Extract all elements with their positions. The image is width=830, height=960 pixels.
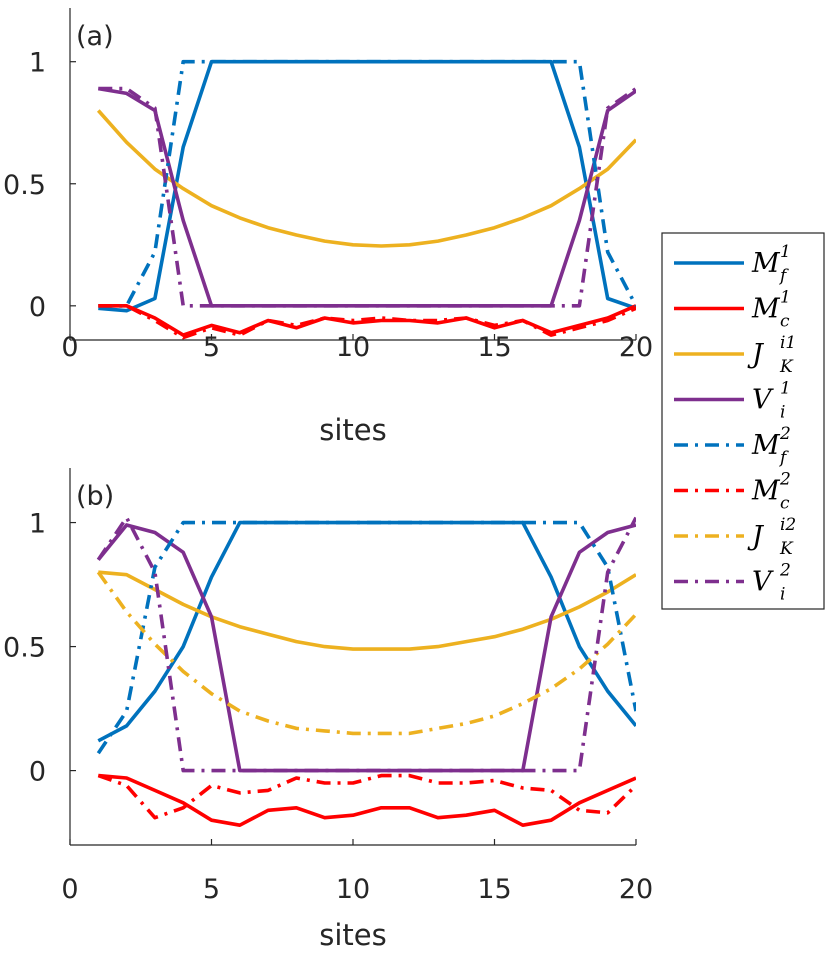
legend-entry: M 1 f <box>674 242 791 286</box>
legend-entry: V 2 i <box>674 561 791 605</box>
x-tick-label: 15 <box>477 874 511 905</box>
legend-entry: M 1 c <box>674 288 791 332</box>
legend-superscript: 2 <box>779 561 791 581</box>
x-tick-label: 20 <box>619 874 653 905</box>
series-v-i-2-dashdot <box>96 515 636 773</box>
x-axis-label: sites <box>319 413 387 447</box>
x-tick-label: 15 <box>477 332 511 363</box>
x-tick-label: 0 <box>61 332 78 363</box>
legend-entry: V 1 i <box>674 379 791 423</box>
legend-label: M <box>751 476 781 507</box>
series-m-f-1-solid <box>97 520 636 743</box>
panel-b: 0 5 10 15 20 0 0.5 1 sites (b) <box>3 468 653 952</box>
legend-subscript: K <box>779 357 794 377</box>
legend-subscript: c <box>780 494 790 514</box>
legend-superscript: i2 <box>780 515 796 535</box>
legend-box <box>661 232 825 610</box>
series-j-k-i2--dashdot <box>96 571 636 736</box>
legend-label: M <box>751 294 781 325</box>
legend-subscript: i <box>780 403 785 423</box>
legend-superscript: 2 <box>779 424 791 444</box>
legend-subscript: K <box>779 539 794 559</box>
x-tick-label: 0 <box>61 874 78 905</box>
panel-a: 0 5 10 15 20 0 0.5 1 sites (a) <box>3 8 653 447</box>
legend-subscript: f <box>778 448 789 468</box>
x-tick-label: 10 <box>336 332 370 363</box>
x-tick-label: 5 <box>203 332 220 363</box>
y-tick-label: 1 <box>29 48 46 79</box>
series-v-i-2-dashdot <box>98 86 636 308</box>
legend-entry: M 2 f <box>674 424 791 468</box>
y-tick-label: 0 <box>29 757 46 788</box>
series-j-k-i1--solid <box>98 570 636 651</box>
legend-superscript: i1 <box>780 333 796 353</box>
legend-label: M <box>751 430 781 461</box>
legend-subscript: f <box>778 266 789 286</box>
legend-entry: M 2 c <box>674 470 791 514</box>
legend-label: V <box>752 567 774 598</box>
legend-superscript: 1 <box>780 379 791 399</box>
legend-label: J <box>747 339 765 370</box>
legend-superscript: 1 <box>780 288 791 308</box>
x-tick-label: 20 <box>619 332 653 363</box>
x-tick-label: 5 <box>203 874 220 905</box>
y-tick-label: 0.5 <box>3 170 46 201</box>
legend-subscript: i <box>780 585 785 605</box>
legend-label: J <box>747 521 765 552</box>
series-m-c-1-solid <box>98 773 636 827</box>
panel-label: (b) <box>76 481 114 512</box>
legend-label: V <box>752 385 774 416</box>
x-tick-label: 10 <box>336 874 370 905</box>
y-tick-label: 1 <box>29 509 46 540</box>
legend-label: M <box>751 248 781 279</box>
y-tick-label: 0.5 <box>3 633 46 664</box>
series-m-f-2-dashdot <box>96 520 636 755</box>
panel-label: (a) <box>76 21 114 52</box>
legend-superscript: 2 <box>779 470 791 490</box>
legend-superscript: 1 <box>780 242 791 262</box>
series-m-f-2-dashdot <box>98 59 636 308</box>
legend-subscript: c <box>780 312 790 332</box>
y-tick-label: 0 <box>29 292 46 323</box>
series-j-k-i1--solid <box>96 109 636 248</box>
x-axis-label: sites <box>319 918 387 952</box>
series-m-c-2-dashdot <box>98 304 636 340</box>
